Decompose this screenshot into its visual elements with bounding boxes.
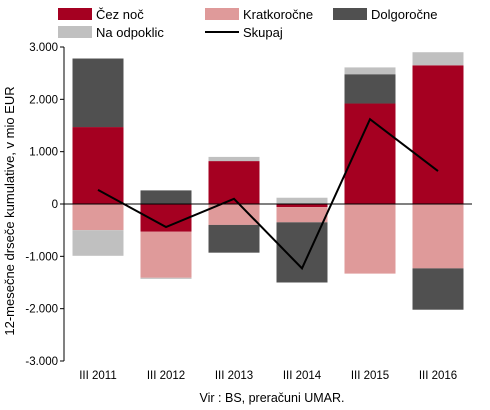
x-tick-label: III 2012 bbox=[147, 370, 185, 382]
legend-swatch bbox=[58, 8, 92, 20]
legend-swatch bbox=[205, 8, 239, 20]
total-line bbox=[97, 117, 439, 271]
bar-segment-2-6 bbox=[412, 204, 464, 269]
source-note: Vir : BS, preračuni UMAR. bbox=[200, 391, 345, 405]
legend-label: Na odpoklic bbox=[96, 25, 164, 40]
y-tick-label: -1.000 bbox=[25, 251, 58, 263]
bar-segment-1-4 bbox=[276, 204, 328, 208]
bars bbox=[72, 52, 464, 310]
bar-segment-4-3 bbox=[208, 156, 260, 162]
y-tick-label: 0 bbox=[52, 199, 58, 211]
y-tick-label: 2.000 bbox=[29, 94, 58, 106]
legend-swatch bbox=[58, 26, 92, 38]
y-tick-label: -3.000 bbox=[25, 356, 58, 368]
bar-segment-3-5 bbox=[344, 74, 396, 104]
bar-segment-2-4 bbox=[276, 207, 328, 223]
y-axis-title: 12-mesečne drseče kumulative, v mio EUR bbox=[2, 86, 17, 335]
bar-segment-2-3 bbox=[208, 204, 260, 225]
bar-segment-4-4 bbox=[276, 197, 328, 204]
y-tick-label: -2.000 bbox=[25, 304, 58, 316]
legend: Čez noč Kratkoročne Dolgoročne Na odpoklic S… bbox=[58, 7, 438, 40]
bar-segment-1-3 bbox=[208, 161, 260, 204]
bar-segment-4-5 bbox=[344, 67, 396, 75]
legend-label: Dolgoročne bbox=[371, 7, 438, 22]
x-tick-label: III 2015 bbox=[351, 370, 389, 382]
bar-segment-1-1 bbox=[72, 127, 124, 204]
bar-segment-4-6 bbox=[412, 52, 464, 66]
bar-segment-4-1 bbox=[72, 230, 124, 256]
bar-segment-3-6 bbox=[412, 268, 464, 310]
legend-swatch bbox=[333, 8, 367, 20]
x-tick-label: III 2014 bbox=[283, 370, 322, 382]
bar-segment-3-2 bbox=[140, 190, 192, 204]
legend-label: Skupaj bbox=[243, 25, 283, 40]
bar-segment-2-2 bbox=[140, 231, 192, 278]
y-axis: -3.000 -2.000 -1.000 0 1.000 2.000 3.000 bbox=[25, 42, 65, 368]
y-tick-label: 3.000 bbox=[29, 42, 58, 54]
bar-segment-3-1 bbox=[72, 58, 124, 128]
bar-segment-4-2 bbox=[140, 277, 192, 279]
bar-segment-2-1 bbox=[72, 204, 124, 231]
x-tick-label: III 2013 bbox=[215, 370, 253, 382]
bar-segment-1-6 bbox=[412, 65, 464, 204]
series-line-skupaj bbox=[97, 117, 439, 271]
bar-segment-2-5 bbox=[344, 204, 396, 274]
x-axis: III 2011 III 2012 III 2013 III 2014 III 2015… bbox=[64, 203, 472, 382]
legend-label: Kratkoročne bbox=[243, 7, 313, 22]
y-tick-label: 1.000 bbox=[29, 147, 58, 159]
x-tick-label: III 2011 bbox=[79, 370, 117, 382]
legend-label: Čez noč bbox=[96, 7, 144, 22]
x-tick-label: III 2016 bbox=[419, 370, 457, 382]
bar-segment-3-3 bbox=[208, 224, 260, 253]
